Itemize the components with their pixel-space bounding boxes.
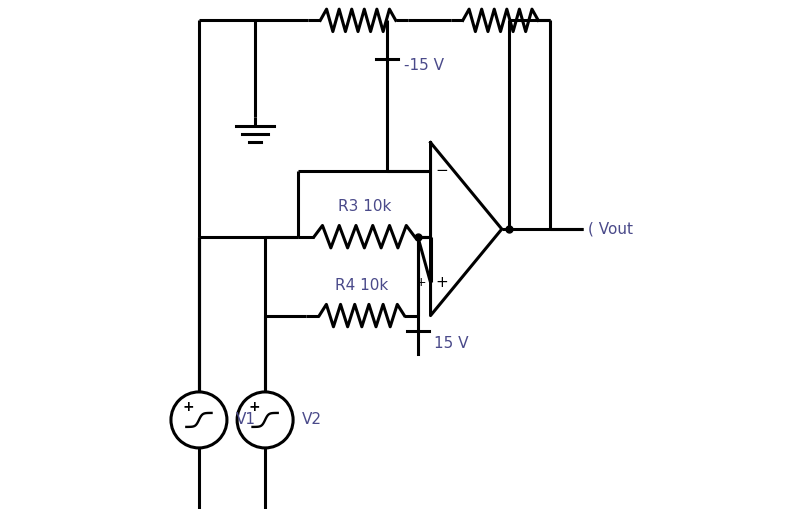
Text: +: + xyxy=(435,275,448,290)
Text: R4 10k: R4 10k xyxy=(335,278,389,293)
Text: ( Vout: ( Vout xyxy=(588,221,634,237)
Text: V1: V1 xyxy=(236,412,256,428)
Text: -15 V: -15 V xyxy=(403,58,443,73)
Text: R3 10k: R3 10k xyxy=(338,199,391,214)
Text: V2: V2 xyxy=(302,412,322,428)
Text: +: + xyxy=(182,400,194,414)
Text: 15 V: 15 V xyxy=(434,336,469,351)
Text: +: + xyxy=(249,400,260,414)
Text: −: − xyxy=(435,163,448,178)
Text: +: + xyxy=(416,276,426,289)
